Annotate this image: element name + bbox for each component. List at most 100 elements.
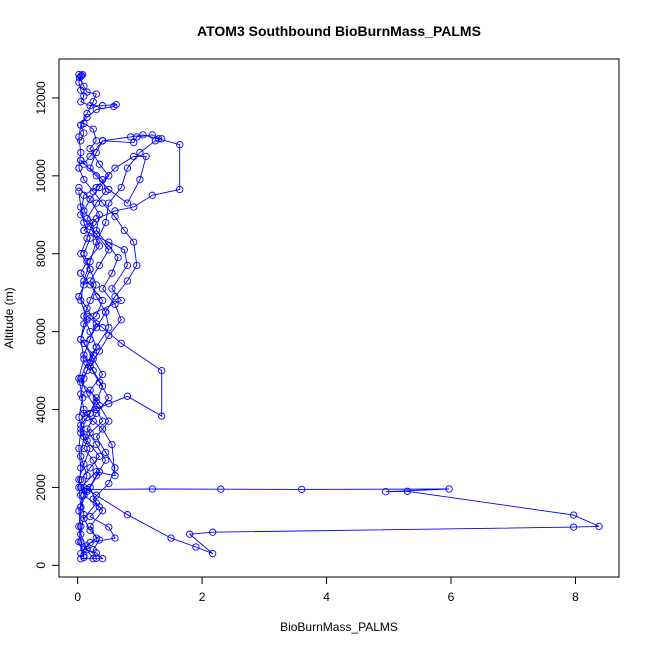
data-point <box>98 382 107 390</box>
data-point <box>209 528 217 536</box>
plot-frame <box>58 58 620 578</box>
data-point <box>92 433 100 441</box>
data-point <box>86 234 94 242</box>
data-point <box>102 448 110 457</box>
data-point <box>83 304 91 312</box>
data-point <box>117 296 125 305</box>
data-point <box>92 172 100 180</box>
data-point <box>77 137 85 145</box>
data-point <box>77 475 85 484</box>
data-point <box>105 199 113 207</box>
data-point <box>83 359 91 367</box>
data-point <box>445 485 453 493</box>
data-point <box>75 507 83 515</box>
data-point <box>105 172 113 180</box>
x-axis: 0 2 4 6 8 <box>74 577 579 604</box>
data-point <box>92 398 100 406</box>
data-point <box>123 277 132 285</box>
data-point <box>117 183 125 192</box>
data-point <box>80 514 88 523</box>
data-point <box>75 413 83 421</box>
y-tick-label: 12000 <box>34 81 48 115</box>
data-point <box>112 100 120 109</box>
data-point <box>133 133 141 141</box>
data-point <box>75 292 83 301</box>
data-point <box>92 137 100 145</box>
data-point <box>92 405 100 414</box>
y-tick-label: 2000 <box>34 474 48 501</box>
data-point <box>83 88 91 96</box>
data-point <box>80 218 88 227</box>
data-point <box>86 429 94 437</box>
data-point <box>83 109 91 118</box>
data-point <box>102 308 110 316</box>
data-point <box>89 456 97 464</box>
x-tick-label: 8 <box>572 590 579 604</box>
data-point <box>102 218 110 227</box>
data-point <box>75 374 83 383</box>
data-point <box>148 191 156 199</box>
data-point <box>89 218 97 227</box>
series-line <box>78 74 97 169</box>
data-point <box>77 148 85 157</box>
data-point <box>77 98 85 106</box>
data-point <box>80 119 88 127</box>
data-point <box>98 507 107 515</box>
series-7 <box>75 70 100 172</box>
data-point <box>192 543 200 551</box>
data-point <box>123 392 132 400</box>
y-axis: 0 2000 4000 6000 8000 10000 12000 <box>34 81 59 569</box>
data-point <box>98 370 107 379</box>
data-point <box>111 464 119 472</box>
series-8 <box>75 164 141 562</box>
data-point <box>86 152 94 161</box>
data-point <box>111 534 119 542</box>
data-point <box>111 164 119 172</box>
data-point <box>136 148 144 157</box>
data-point <box>92 226 100 235</box>
y-tick-label: 8000 <box>34 240 48 267</box>
data-point <box>77 203 85 211</box>
data-point <box>86 144 94 153</box>
data-point <box>102 187 110 196</box>
data-point <box>111 292 119 301</box>
data-point <box>117 316 125 324</box>
data-point <box>77 335 85 344</box>
data-point <box>95 160 104 168</box>
x-axis-label: BioBurnMass_PALMS <box>280 620 398 634</box>
chart-title: ATOM3 Southbound BioBurnMass_PALMS <box>197 23 481 39</box>
data-point <box>86 483 94 492</box>
data-point <box>86 164 94 172</box>
data-point <box>80 351 88 359</box>
series-line <box>78 122 110 297</box>
data-point <box>98 296 107 305</box>
data-point <box>89 555 97 563</box>
data-point <box>120 246 128 254</box>
data-point <box>89 125 97 133</box>
data-point <box>92 292 100 301</box>
data-point <box>130 238 138 246</box>
data-point <box>142 152 150 161</box>
data-point <box>89 98 97 106</box>
data-point <box>136 176 144 184</box>
data-point <box>92 238 100 246</box>
data-point <box>80 444 88 453</box>
data-point <box>148 485 156 493</box>
data-point <box>102 456 110 464</box>
series-12 <box>75 119 113 301</box>
data-point <box>105 523 113 531</box>
data-point <box>95 261 104 270</box>
series-line <box>78 134 164 559</box>
data-point <box>186 530 194 538</box>
series-line <box>78 191 104 559</box>
data-point <box>133 261 141 270</box>
data-point <box>77 522 85 531</box>
data-point <box>77 452 85 460</box>
data-point <box>123 199 132 207</box>
data-point <box>123 511 132 519</box>
data-point <box>83 472 91 480</box>
data-point <box>75 187 83 196</box>
data-point <box>123 164 132 172</box>
data-point <box>86 195 94 203</box>
